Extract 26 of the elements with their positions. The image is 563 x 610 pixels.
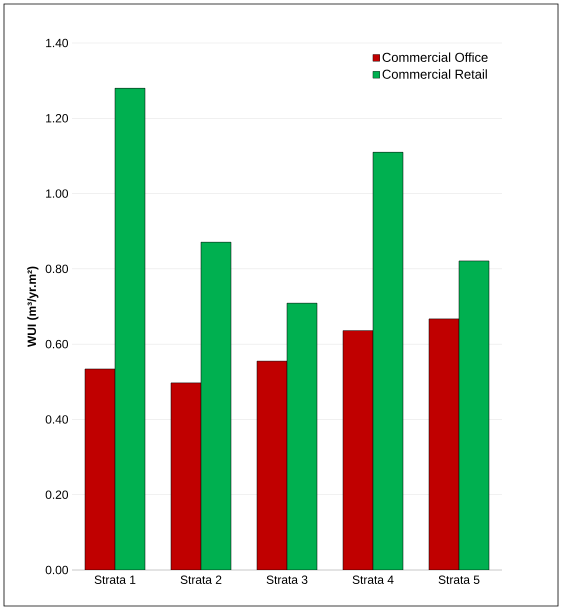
bar: [114, 88, 146, 570]
y-tick-label: 1.20: [46, 114, 68, 123]
bar: [428, 318, 460, 570]
bar: [84, 368, 116, 570]
x-tick-label: Strata 1: [94, 576, 136, 584]
x-tick-label: Strata 2: [180, 576, 222, 584]
x-tick-label: Strata 5: [438, 576, 480, 584]
y-tick-label: 0.60: [46, 340, 68, 348]
x-tick-label: Strata 4: [352, 576, 394, 584]
bar: [286, 302, 318, 570]
y-tick-label: 1.00: [46, 189, 68, 198]
bar: [458, 260, 490, 570]
y-tick-label: 0.80: [46, 264, 68, 274]
bar: [342, 330, 374, 570]
legend-label: Commercial Office: [382, 52, 488, 62]
bar: [372, 152, 404, 570]
legend-label: Commercial Retail: [382, 69, 487, 79]
bar: [200, 242, 232, 570]
y-axis-title: WUI (m³/yr.m²): [27, 266, 38, 347]
y-tick-label: 0.00: [46, 566, 68, 574]
bar: [256, 360, 288, 570]
y-tick-label: 1.40: [46, 38, 68, 48]
x-tick-label: Strata 3: [266, 576, 308, 584]
y-tick-label: 0.40: [46, 415, 68, 424]
bar: [170, 382, 202, 570]
y-tick-label: 0.20: [46, 490, 68, 499]
